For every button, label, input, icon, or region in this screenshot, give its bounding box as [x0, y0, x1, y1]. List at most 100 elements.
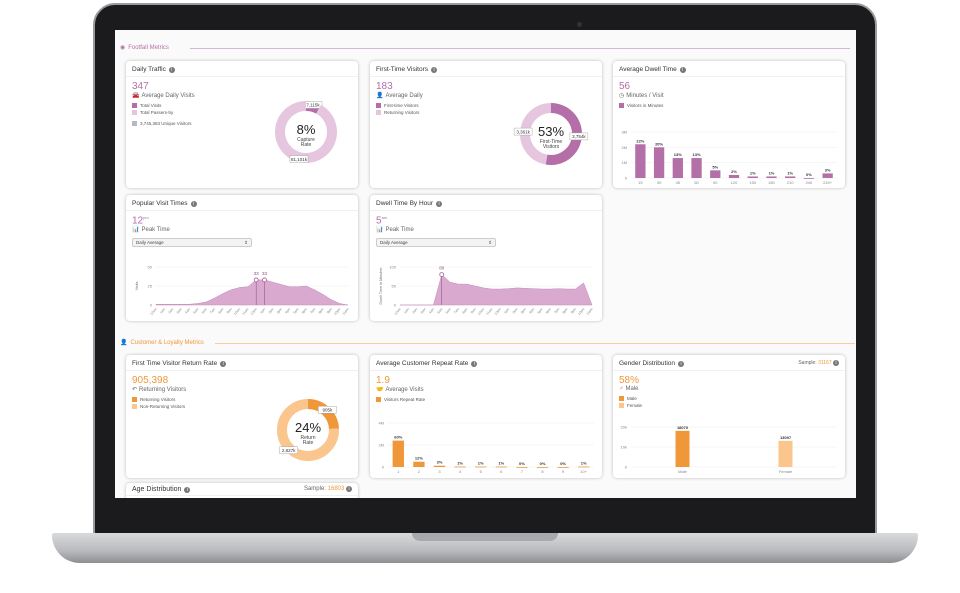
card-title: Average Customer Repeat Rate — [376, 360, 469, 367]
info-icon[interactable]: i — [190, 200, 197, 207]
legend-swatch — [132, 404, 137, 409]
card-average-dwell-time: Average Dwell Time i 56 ◷ Minutes / Visit … — [613, 61, 845, 188]
bar-data-label: 12% — [415, 456, 423, 461]
x-tick-label: 12am — [393, 307, 402, 316]
x-tick-label: 8pm — [562, 307, 569, 315]
bar — [578, 466, 590, 468]
x-tick-label: 1 — [397, 469, 400, 474]
donut-center-label: Capture — [297, 137, 315, 143]
metric-value: 5 — [376, 215, 382, 227]
select-arrows-icon: ⇕ — [244, 240, 248, 246]
slice-label-box — [513, 127, 533, 136]
info-icon[interactable]: i — [436, 200, 443, 207]
peak-marker — [253, 277, 259, 283]
legend-item[interactable]: First-time Visitors — [384, 103, 419, 108]
bar-data-label: 1% — [581, 461, 587, 466]
x-tick-label: 3pm — [276, 307, 283, 315]
user-icon: 👤 — [120, 340, 128, 346]
slice-label-box — [569, 132, 589, 141]
info-icon[interactable]: i — [471, 360, 478, 367]
map-pin-icon: ◉ — [120, 45, 126, 51]
bar — [785, 176, 796, 178]
x-tick-label: 11am — [241, 307, 249, 316]
x-tick-label: 9am — [226, 307, 233, 315]
x-tick-label: 7am — [209, 307, 216, 315]
bar-data-label: 3% — [437, 460, 443, 465]
laptop-notch — [412, 533, 558, 541]
metric-subtitle: Returning Visitors — [139, 386, 187, 393]
legend-item[interactable]: Male — [627, 396, 637, 401]
info-icon[interactable]: i — [679, 66, 686, 73]
bar — [822, 173, 833, 178]
x-tick-label: 9pm — [326, 307, 333, 315]
info-icon[interactable]: i — [833, 360, 839, 366]
sample-value: 16803 — [327, 486, 345, 492]
legend-swatch — [619, 103, 624, 108]
bar — [454, 466, 466, 468]
x-tick-label: 210 — [787, 180, 794, 185]
x-tick-label: 2am — [411, 307, 418, 315]
bar-data-label: 0% — [806, 172, 812, 177]
peak-label: 80 — [439, 266, 445, 271]
bar — [691, 158, 702, 178]
webcam — [577, 22, 582, 27]
metric-subtitle: Peak Time — [141, 226, 170, 233]
card-age-distribution: Age Distribution i Sample: 16803 i — [126, 483, 358, 498]
legend-item[interactable]: Total Passers-by — [140, 110, 174, 115]
info-icon[interactable]: i — [431, 66, 437, 73]
card-dwell-time-by-hour: Dwell Time By Hour i 5am 📊 Peak Time Daily… — [370, 195, 602, 321]
info-icon[interactable]: i — [168, 66, 175, 73]
donut-center-value: 53% — [538, 124, 564, 139]
x-tick-label: 7 — [521, 469, 524, 474]
legend-item[interactable]: Visitors in Minutes — [627, 103, 664, 108]
legend-item[interactable]: Female — [627, 403, 643, 408]
bar — [392, 440, 404, 467]
metric-value: 183 — [376, 81, 393, 92]
peak-label: 33 — [262, 271, 268, 276]
x-tick-label: 12am — [149, 307, 158, 316]
x-tick-label: 10+ — [580, 469, 587, 474]
legend-item[interactable]: Total Visits — [140, 103, 162, 108]
legend-item[interactable]: Returning Visitors — [140, 397, 176, 402]
metric-value: 12 — [132, 215, 144, 227]
x-tick-label: 5am — [192, 307, 199, 315]
legend-item[interactable]: Non-Returning Visitors — [140, 404, 186, 409]
x-tick-label: Female — [779, 469, 793, 474]
card-popular-visit-times: Popular Visit Times i 12pm 📊 Peak Time Dai… — [126, 195, 358, 321]
donut-center-label: Return — [300, 435, 315, 441]
legend-item[interactable]: Visitors Repeat Rate — [384, 397, 426, 402]
info-icon[interactable]: i — [678, 360, 684, 367]
card-daily-traffic: Daily Traffic i 347 🚘 Average Daily Visits… — [126, 61, 358, 188]
bar-data-label: 1% — [750, 170, 756, 175]
divider — [190, 48, 850, 49]
slice-label-box — [318, 406, 337, 414]
info-icon[interactable]: i — [184, 486, 191, 493]
bar — [766, 176, 777, 178]
y-tick-label: 10k — [621, 445, 627, 450]
x-tick-label: 10pm — [333, 307, 342, 316]
period-select[interactable]: Daily Average ⇕ — [132, 238, 252, 248]
x-tick-label: 2pm — [511, 307, 518, 315]
bar-data-label: 0% — [560, 461, 566, 466]
bar-data-label: 1% — [478, 461, 484, 466]
x-tick-label: 2pm — [267, 307, 274, 315]
unique-visitors: 3,745,383 Unique Visitors — [140, 121, 192, 126]
bar-chart-icon: 📊 — [376, 227, 384, 234]
metric-subtitle: Average Daily Visits — [141, 92, 195, 99]
dwell-bar-chart: 0 1M 2M 3M 22% 15 20% 30 13% 45 13% 60 5% 90 2% 120 1% 15… — [621, 130, 837, 185]
x-tick-label: 8am — [217, 307, 224, 315]
x-tick-label: 8am — [461, 307, 468, 315]
peak-marker — [439, 272, 445, 278]
bar-data-label: 1% — [769, 170, 775, 175]
period-select[interactable]: Daily Average ⇕ — [376, 238, 496, 248]
divider — [215, 343, 855, 344]
info-icon[interactable]: i — [346, 486, 352, 492]
info-icon[interactable]: i — [220, 360, 227, 367]
x-tick-label: 7pm — [553, 307, 560, 315]
legend-item[interactable]: Returning Visitors — [384, 110, 420, 115]
x-tick-label: 5 — [480, 469, 483, 474]
bar — [413, 461, 425, 467]
card-title: Dwell Time By Hour — [376, 200, 434, 207]
x-tick-label: 240+ — [823, 180, 833, 185]
x-tick-label: 15 — [638, 180, 643, 185]
